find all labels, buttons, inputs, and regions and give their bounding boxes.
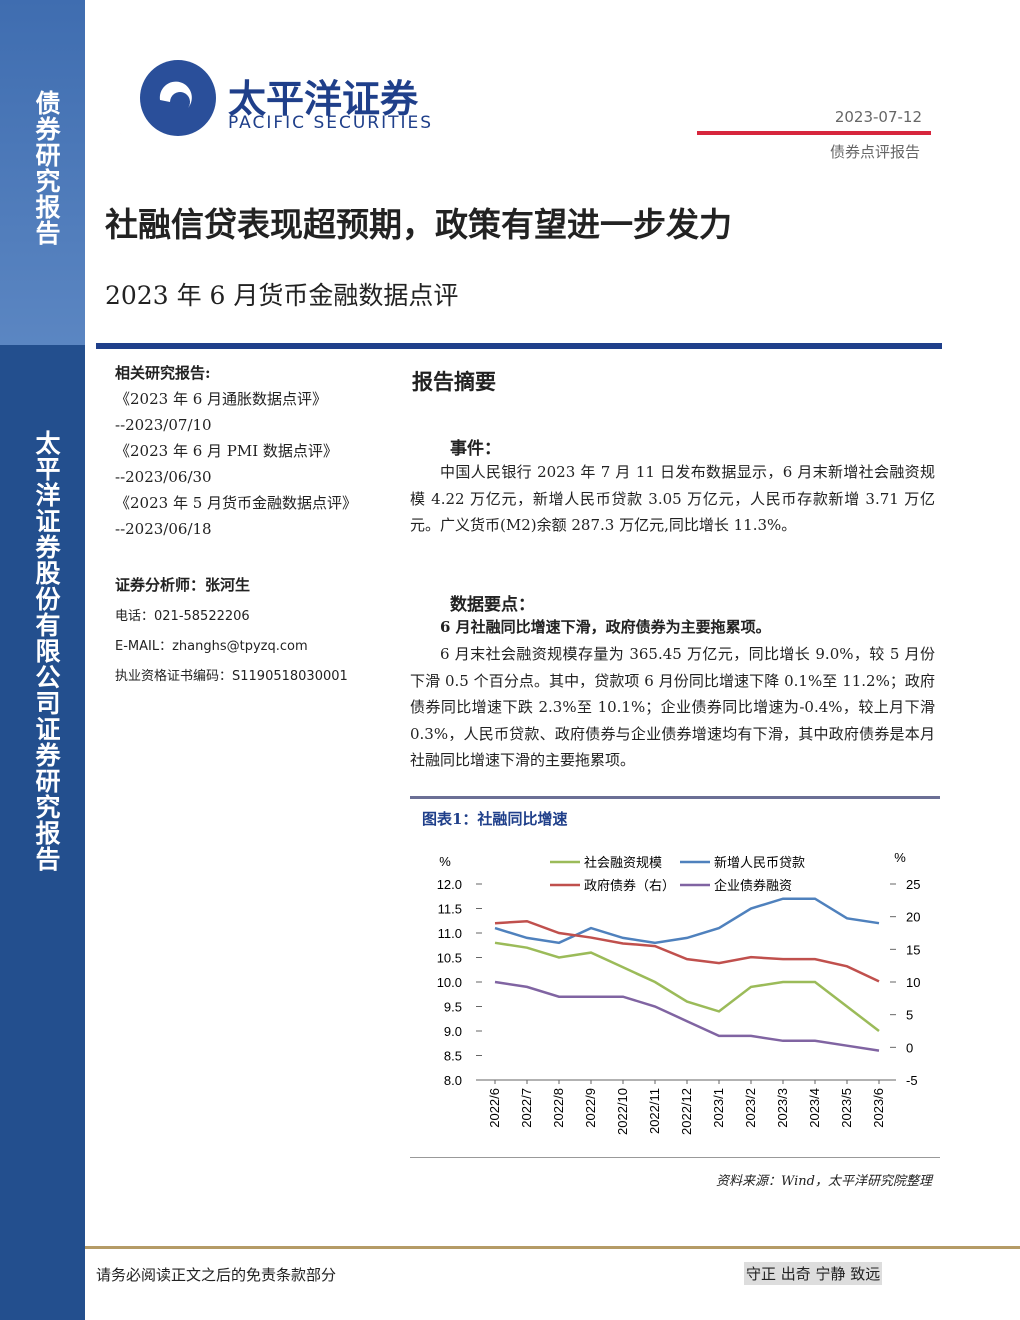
email: E-MAIL：zhanghs@tpyzq.com [115, 639, 308, 654]
x-tick-label: 2022/12 [679, 1088, 694, 1135]
series-line [494, 897, 880, 945]
x-tick-label: 2023/4 [807, 1088, 822, 1128]
related-date: --2023/07/10 [115, 416, 212, 434]
y-axis-label: % [439, 854, 451, 869]
chart-title: 图表1：社融同比增速 [422, 810, 568, 828]
subtitle: 2023 年 6 月货币金融数据点评 [105, 281, 459, 310]
y2-tick-label: 25 [906, 877, 920, 892]
report-type: 债券点评报告 [829, 143, 920, 161]
logo-cn: 太平洋证券 [228, 77, 419, 121]
x-tick-label: 2022/7 [519, 1088, 534, 1128]
related-date: --2023/06/30 [115, 468, 212, 486]
related-title: 《2023 年 6 月 PMI 数据点评》 [115, 442, 338, 460]
x-tick-label: 2023/5 [839, 1088, 854, 1128]
chart-source: 资料来源：Wind，太平洋研究院整理 [716, 1174, 932, 1189]
event-text: 中国人民银行 2023 年 7 月 11 日发布数据显示，6 月末新增社会融资规… [410, 463, 935, 534]
series-line [494, 941, 880, 1032]
motto: 守正 出奇 宁静 致远 [744, 1262, 883, 1285]
y2-tick-label: 20 [906, 910, 920, 925]
related-list: 《2023 年 6 月通胀数据点评》 --2023/07/10 《2023 年 6 … [115, 386, 385, 542]
x-tick-label: 2023/3 [775, 1088, 790, 1128]
x-tick-label: 2022/9 [583, 1088, 598, 1128]
disclaimer: 请务必阅读正文之后的免责条款部分 [96, 1266, 337, 1284]
date: 2023-07-12 [834, 108, 922, 126]
event-heading: 事件： [450, 439, 501, 459]
y-tick-label: 10.5 [437, 951, 462, 966]
x-tick-label: 2023/2 [743, 1088, 758, 1128]
title-rule [96, 343, 942, 349]
series-line [494, 919, 880, 983]
related-title: 《2023 年 6 月通胀数据点评》 [115, 390, 328, 408]
title: 社融信贷表现超预期，政策有望进一步发力 [105, 205, 732, 244]
y2-tick-label: 5 [906, 1008, 913, 1023]
y2-tick-label: 0 [906, 1040, 913, 1055]
chart-bottom-rule [410, 1157, 940, 1158]
y-tick-label: 10.0 [437, 975, 462, 990]
y2-tick-label: 15 [906, 942, 920, 957]
x-tick-label: 2022/11 [647, 1088, 662, 1134]
chart-top-rule [410, 796, 940, 799]
y2-axis-label: % [894, 850, 906, 865]
y2-tick-label: -5 [906, 1073, 918, 1088]
y-tick-label: 11.0 [438, 926, 462, 941]
x-tick-label: 2022/6 [487, 1088, 502, 1128]
footer-rule [85, 1246, 1020, 1249]
chart: % % 8.0 8.5 9.0 9.5 10.0 10.5 11.0 11.5 12.0 -5 0 5 10… [437, 850, 921, 1135]
sidebar-label: 太平洋证券股份有限公司证券研究报告 [32, 430, 61, 872]
logo-en: PACIFIC SECURITIES [228, 113, 434, 133]
y-tick-label: 8.0 [444, 1073, 462, 1088]
cert: 执业资格证书编码：S1190518030001 [115, 669, 348, 684]
x-tick-label: 2022/10 [615, 1088, 630, 1135]
phone: 电话：021-58522206 [115, 609, 250, 624]
legend-label: 社会融资规模 [584, 855, 662, 870]
header-rule [697, 131, 931, 135]
x-tick-label: 2023/6 [871, 1088, 886, 1128]
points-text: 6 月末社会融资规模存量为 365.45 万亿元，同比增长 9.0%，较 5 月… [410, 645, 935, 769]
sidebar-top [0, 0, 85, 345]
y-tick-label: 9.5 [444, 1000, 462, 1015]
y-tick-label: 12.0 [437, 877, 462, 892]
related-title: 《2023 年 5 月货币金融数据点评》 [115, 494, 358, 512]
left-column: 相关研究报告: 《2023 年 6 月通胀数据点评》 --2023/07/10 《2… [115, 360, 385, 692]
x-tick-label: 2023/1 [711, 1088, 726, 1128]
sidebar-bottom [0, 345, 85, 1320]
y-tick-label: 11.5 [438, 902, 462, 917]
legend-label: 企业债券融资 [714, 878, 792, 893]
points-subheading: 6 月社融同比增速下滑，政府债券为主要拖累项。 [440, 618, 771, 636]
legend-label: 新增人民币贷款 [714, 855, 805, 870]
summary-heading: 报告摘要 [412, 369, 496, 394]
y2-tick-label: 10 [906, 975, 920, 990]
points-heading: 数据要点： [450, 595, 535, 615]
logo-mark [113, 32, 216, 176]
y-tick-label: 8.5 [444, 1049, 462, 1064]
analyst: 证券分析师：张河生 [115, 576, 251, 594]
related-date: --2023/06/18 [115, 520, 212, 538]
sidebar-label: 债券研究报告 [32, 90, 61, 246]
x-tick-label: 2022/8 [551, 1088, 566, 1128]
y-tick-label: 9.0 [444, 1024, 462, 1039]
legend-label: 政府债券（右） [584, 878, 675, 893]
related-title: 相关研究报告: [115, 364, 211, 382]
series-line [494, 980, 880, 1052]
